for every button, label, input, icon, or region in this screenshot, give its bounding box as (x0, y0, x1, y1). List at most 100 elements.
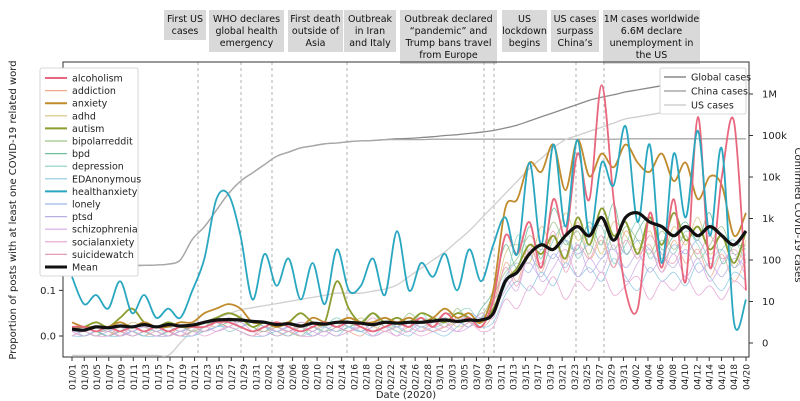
event-label: outside of (292, 26, 340, 37)
series-lines (71, 84, 748, 337)
legend-label: adhd (72, 111, 96, 122)
x-tick-label: 04/06 (657, 364, 667, 390)
legend-item: US cases (664, 101, 734, 112)
event-label: Trump bans travel (404, 38, 491, 49)
event-box (344, 10, 396, 52)
event-box (288, 10, 343, 52)
x-tick-label: 04/16 (718, 364, 728, 390)
y-right-tick-label: 10 (762, 297, 775, 308)
event-label: the US (636, 50, 668, 61)
legend-item: socialanxiety (45, 237, 135, 248)
legend-item: Mean (45, 263, 98, 274)
event-label: in Iran (355, 26, 385, 37)
x-tick-label: 03/29 (608, 364, 618, 390)
x-tick-label: 02/18 (363, 364, 373, 390)
event-label: surpass (557, 26, 594, 37)
x-tick-label: 01/19 (179, 364, 189, 390)
legend-label: EDAnonymous (72, 174, 141, 185)
x-tick-label: 02/04 (277, 364, 287, 390)
event-lines (197, 62, 605, 357)
event-box (502, 10, 547, 52)
legend-item: Global cases (664, 73, 751, 84)
event-box (164, 10, 206, 40)
legend-item: autism (45, 124, 104, 135)
y-tick-label: 0.0 (40, 332, 56, 343)
legend-item: adhd (45, 111, 96, 122)
x-tick-label: 02/06 (289, 364, 299, 390)
x-tick-label: 03/19 (546, 364, 556, 390)
x-tick-label: 01/17 (167, 364, 177, 390)
event-label: lockdown (502, 26, 547, 37)
x-tick-label: 02/02 (265, 364, 275, 390)
x-tick-label: 01/15 (154, 364, 164, 390)
legend-label: US cases (691, 101, 734, 112)
series-line (71, 125, 747, 331)
x-tick-label: 03/01 (436, 364, 446, 390)
x-tick-label: 02/14 (338, 364, 348, 390)
x-tick-label: 01/27 (228, 364, 238, 390)
legend-label: depression (72, 162, 124, 173)
legend-item: lonely (45, 200, 101, 211)
event-label: unemployment in (610, 38, 694, 49)
x-tick-label: 01/05 (93, 364, 103, 390)
legend-item: depression (45, 162, 124, 173)
x-tick-label: 01/29 (240, 364, 250, 390)
x-tick-label: 03/27 (595, 364, 605, 390)
x-tick-label: 02/12 (326, 364, 336, 390)
x-tick-label: 03/05 (461, 364, 471, 390)
x-tick-label: 04/14 (706, 364, 716, 390)
cases-line (71, 138, 746, 267)
event-label: from Europe (419, 50, 478, 61)
x-tick-label: 01/31 (252, 364, 262, 390)
x-tick-label: 01/13 (142, 364, 152, 390)
x-tick-label: 02/26 (412, 364, 422, 390)
x-tick-label: 01/01 (69, 364, 79, 390)
x-tick-label: 04/12 (693, 364, 703, 390)
y-right-tick-label: 10k (762, 173, 781, 184)
legend-item: schizophrenia (45, 225, 138, 236)
x-tick-label: 03/03 (448, 364, 458, 390)
y-axis-left-label: Proportion of posts with at least one CO… (8, 60, 19, 359)
event-label: 6.6M declare (621, 26, 683, 37)
legend-item: ptsd (45, 212, 93, 223)
legend-label: suicidewatch (72, 250, 134, 261)
event-label: begins (509, 38, 541, 49)
legend-label: Global cases (691, 73, 751, 84)
event-label: global health (215, 26, 277, 37)
legend-item: healthanxiety (45, 187, 138, 198)
legend-item: China cases (664, 87, 748, 98)
event-label: cases (172, 26, 199, 37)
event-label: Asia (306, 38, 326, 49)
legend-label: healthanxiety (72, 187, 138, 198)
legend-right-frame (659, 67, 747, 115)
x-axis-label: Date (2020) (376, 390, 436, 401)
x-tick-label: 02/22 (387, 364, 397, 390)
y-axis-right-label: Confirmed COVID-19 cases (792, 148, 800, 283)
event-label: and Italy (349, 38, 391, 49)
x-tick-label: 02/20 (375, 364, 385, 390)
x-tick-label: 04/04 (644, 364, 654, 390)
event-label: 1M cases worldwide (604, 14, 700, 25)
event-label: China’s (557, 38, 592, 49)
legend-right: Global cases China cases US cases (659, 67, 751, 115)
x-tick-label: 03/17 (534, 364, 544, 390)
x-tick-label: 04/08 (669, 364, 679, 390)
x-tick-label: 04/02 (632, 364, 642, 390)
y-axis-right: 0 10 100 1k 10k 100k 1M (749, 90, 787, 350)
x-tick-label: 01/09 (118, 364, 128, 390)
legend-label: autism (72, 124, 104, 135)
cases-lines (71, 75, 747, 357)
y-right-tick-label: 100k (762, 131, 787, 142)
x-tick-label: 03/25 (583, 364, 593, 390)
legend-item: suicidewatch (45, 250, 134, 261)
legend-item: alcoholism (45, 74, 123, 85)
legend-item: anxiety (45, 99, 108, 110)
x-tick-label: 01/07 (105, 364, 115, 390)
plot-frame (62, 61, 750, 358)
